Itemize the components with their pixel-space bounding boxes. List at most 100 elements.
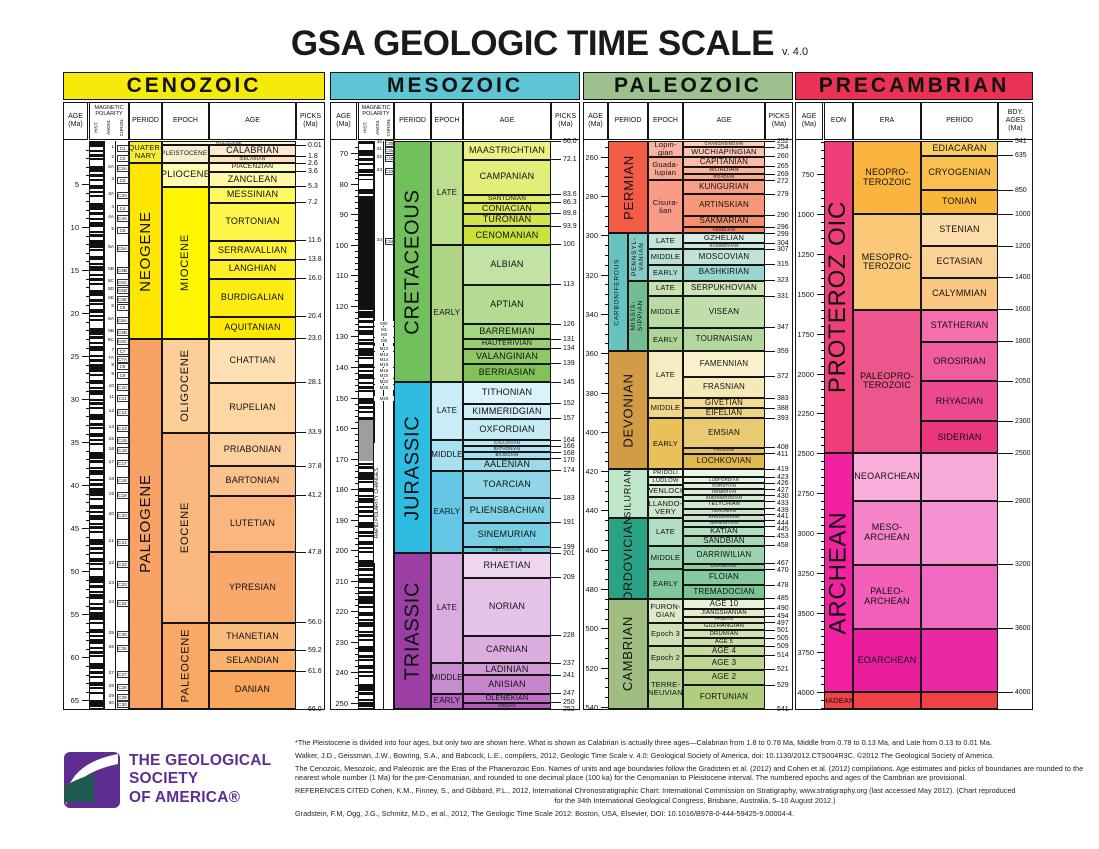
axis-tick	[354, 654, 358, 656]
age-block-ludfordian: LUDFORDIAN	[683, 477, 765, 484]
polarity-stripe	[90, 314, 103, 317]
chron-label: C6A	[116, 317, 129, 325]
axis-tick	[820, 381, 824, 383]
pick-value: 3.6	[308, 168, 318, 176]
pick-line	[295, 278, 306, 280]
pick-line	[764, 295, 775, 297]
pick-value: 145	[563, 378, 575, 386]
page-title: GSA GEOLOGIC TIME SCALE	[290, 24, 775, 63]
anomaly-label: 11	[109, 394, 114, 400]
axis-tick	[820, 524, 824, 526]
gsa-logo-icon	[64, 752, 120, 808]
m-sequence-label: M12	[374, 351, 394, 357]
axis-tick	[820, 309, 824, 311]
axis-tick	[601, 156, 608, 158]
pick-line	[295, 202, 306, 204]
era-header-mesozoic: MESOZOIC	[330, 72, 580, 100]
pick-line	[764, 500, 775, 502]
axis-tick	[85, 554, 89, 556]
column-header-age: AGE	[683, 102, 765, 140]
age-block-oxfordian: OXFORDIAN	[463, 418, 551, 441]
axis-label: 110	[336, 271, 348, 281]
axis-tick	[82, 356, 89, 358]
pick-value: 113	[563, 281, 575, 289]
polarity-stripe	[359, 471, 373, 480]
axis-tick	[604, 648, 608, 650]
axis-label: 520	[585, 663, 598, 673]
axis-tick	[820, 341, 824, 343]
axis-tick	[601, 471, 608, 473]
pick-value: 13.8	[308, 256, 322, 264]
pick-line	[550, 470, 561, 472]
polarity-stripe	[359, 411, 373, 413]
polarity-stripe	[90, 691, 103, 694]
pick-line	[295, 465, 306, 467]
age-block-katian: KATIAN	[683, 526, 765, 537]
pick-value: 2050	[1015, 377, 1031, 385]
polarity-stripe	[359, 665, 373, 670]
axis-tick	[820, 548, 824, 550]
pick-line	[550, 708, 561, 710]
age-block-cenomanian: CENOMANIAN	[463, 226, 551, 245]
pick-value: 478	[777, 581, 789, 589]
axis-tick	[820, 429, 824, 431]
polarity-stripe	[90, 195, 103, 197]
polarity-stripe	[359, 530, 373, 534]
pick-line	[764, 280, 775, 282]
magnetic-polarity-barcode	[358, 141, 374, 709]
pick-line	[764, 166, 775, 168]
polarity-stripe	[359, 174, 373, 177]
era-header-cenozoic: CENOZOIC	[63, 72, 325, 100]
polarity-stripe	[90, 290, 103, 297]
axis-tick	[354, 385, 358, 387]
axis-tick	[354, 147, 358, 149]
chron-label: C30	[116, 701, 129, 708]
age-block-jiangshanian: JIANGSHANIAN	[683, 608, 765, 617]
polarity-stripe	[359, 162, 373, 165]
pick-line	[295, 316, 306, 318]
axis-tick	[85, 149, 89, 151]
pick-line	[550, 702, 561, 704]
axis-tick	[820, 421, 824, 423]
anomaly-label: 7	[111, 348, 114, 354]
axis-tick	[85, 433, 89, 435]
axis-tick	[85, 364, 89, 366]
polarity-stripe	[90, 190, 103, 193]
gsa-logo-text: THE GEOLOGICAL SOCIETY OF AMERICA®	[64, 752, 294, 807]
pick-line	[764, 629, 775, 631]
anomaly-label: 31	[376, 147, 382, 153]
polarity-stripe	[90, 514, 103, 520]
axis-label: 230	[335, 637, 348, 647]
polarity-stripe	[90, 402, 103, 406]
polarity-stripe	[359, 634, 373, 638]
pick-line	[550, 693, 561, 695]
epoch-block-late: LATE	[648, 233, 683, 250]
age-block-visean: VISEAN	[683, 296, 765, 328]
pick-line	[997, 420, 1013, 422]
axis-tick	[820, 301, 824, 303]
axis-label: 440	[585, 506, 598, 516]
polarity-stripe	[359, 568, 373, 572]
pick-value: 279	[777, 190, 789, 198]
pick-line	[764, 453, 775, 455]
age-block-ladinian: LADINIAN	[463, 663, 551, 676]
axis-tick	[354, 189, 358, 191]
axis-label: 5	[74, 180, 79, 190]
polarity-stripe	[90, 282, 103, 285]
axis-tick	[817, 333, 824, 335]
axis-tick	[354, 195, 358, 197]
axis-tick	[354, 269, 358, 271]
polarity-stripe	[90, 567, 103, 570]
epoch-block-early: EARLY	[431, 244, 463, 383]
axis-tick	[601, 392, 608, 394]
anomaly-label: 32	[376, 155, 382, 161]
polarity-stripe	[90, 346, 103, 351]
pick-line	[764, 173, 775, 175]
chron-label: C15	[116, 436, 129, 444]
axis-tick	[354, 501, 358, 503]
axis-tick	[354, 293, 358, 295]
polarity-stripe	[359, 574, 373, 577]
age-block-wuchiapingian: WUCHIAPINGIAN	[683, 147, 765, 157]
polarity-stripe	[90, 433, 103, 438]
pick-value: 3200	[1015, 561, 1031, 569]
